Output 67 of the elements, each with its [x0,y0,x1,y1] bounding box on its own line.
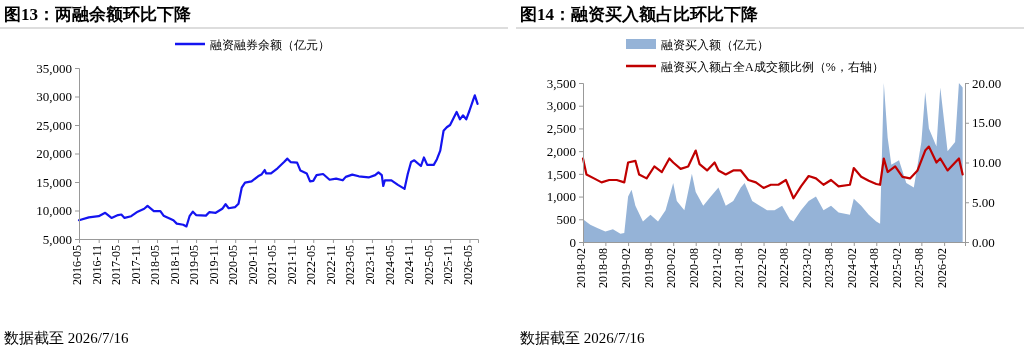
x-tick-label: 2020-11 [245,245,260,285]
x-tick-label: 2020-08 [686,248,701,288]
x-tick-label: 2016-11 [89,245,104,285]
x-tick-label: 2019-02 [619,248,634,288]
chart-title: 图14：融资买入额占比环比下降 [520,5,759,24]
x-tick-label: 2018-08 [596,248,611,288]
x-tick-label: 2021-08 [731,248,746,288]
y-tick-label: 3,500 [546,75,576,91]
legend-label: 融资融券余额（亿元） [210,38,330,52]
x-tick-label: 2022-02 [754,248,769,288]
y2-tick-label: 15.00 [972,115,1002,131]
y-tick-label: 15,000 [36,174,72,190]
x-tick-label: 2021-05 [265,245,280,285]
y-tick-label: 1,500 [546,166,576,182]
x-tick-label: 2018-11 [167,245,182,285]
x-tick-label: 2024-11 [402,245,417,285]
y-tick-label: 10,000 [36,203,72,219]
y-tick-label: 2,500 [546,121,576,137]
x-tick-label: 2021-11 [285,245,299,285]
y2-tick-label: 0.00 [972,234,995,250]
x-tick-label: 2023-08 [822,248,837,288]
x-tick-label: 2020-02 [664,248,679,288]
x-tick-label: 2021-02 [709,248,724,288]
x-tick-label: 2023-11 [363,245,378,285]
y-tick-label: 35,000 [36,60,72,76]
legend-label: 融资买入额占全A成交额比例（%，右轴） [661,60,884,74]
y-tick-label: 20,000 [36,146,72,162]
y-tick-label: 1,000 [546,189,576,205]
x-tick-label: 2019-08 [641,248,656,288]
x-tick-label: 2023-05 [343,245,358,285]
x-tick-label: 2025-11 [441,245,456,285]
x-tick-label: 2016-05 [70,245,85,285]
y-tick-label: 500 [556,211,576,227]
x-tick-label: 2018-05 [148,245,163,285]
y-tick-label: 30,000 [36,89,72,105]
y-tick-label: 5,000 [42,231,72,247]
x-tick-label: 2025-08 [912,248,927,288]
x-tick-label: 2019-05 [187,245,202,285]
x-tick-label: 2023-02 [799,248,814,288]
x-tick-label: 2024-02 [844,248,859,288]
text: 数据截至 2026/7/16 [4,330,130,346]
text: 数据截至 2026/7/16 [520,330,646,346]
y2-tick-label: 20.00 [972,75,1002,91]
y-tick-label: 0 [569,234,576,250]
x-tick-label: 2022-08 [777,248,792,288]
x-tick-label: 2017-05 [109,245,124,285]
x-tick-label: 2022-11 [324,245,339,285]
line-series [77,94,479,228]
chart-title: 图13：两融余额环比下降 [4,5,192,24]
x-tick-label: 2020-05 [226,245,241,285]
y2-tick-label: 5.00 [972,194,995,210]
y2-tick-label: 10.00 [972,155,1002,171]
x-tick-label: 2019-11 [206,245,221,285]
x-tick-label: 2018-02 [574,248,589,288]
x-tick-label: 2017-11 [128,245,143,285]
line-series [581,145,964,200]
x-tick-label: 2022-05 [304,245,319,285]
y-tick-label: 2,000 [546,143,576,159]
y-tick-label: 3,000 [546,98,576,114]
x-tick-label: 2026-02 [935,248,950,288]
x-tick-label: 2024-08 [867,248,882,288]
x-tick-label: 2026-05 [460,245,475,285]
x-tick-label: 2024-05 [382,245,397,285]
x-tick-label: 2025-02 [890,248,905,288]
legend-label: 融资买入额（亿元） [661,38,769,52]
y-tick-label: 25,000 [36,117,72,133]
x-tick-label: 2025-05 [421,245,436,285]
